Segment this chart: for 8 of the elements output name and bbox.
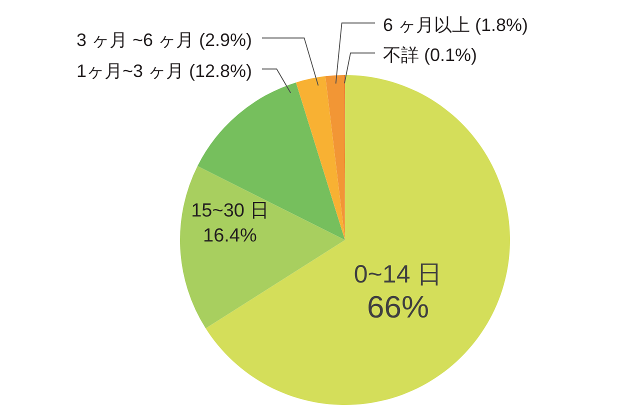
slice-label: 0~14 日 (354, 260, 442, 289)
slice-label: 6 ヶ月以上 (1.8%) (383, 15, 528, 35)
slice-label: 15~30 日 (191, 200, 269, 222)
slice-label: 1ヶ月~3 ヶ月 (12.8%) (76, 61, 252, 81)
slice-label: 3 ヶ月 ~6 ヶ月 (2.9%) (76, 30, 252, 50)
data-label: 16.4% (203, 226, 257, 247)
data-label: 66% (367, 290, 430, 325)
slice-label: 不詳 (0.1%) (383, 45, 478, 65)
